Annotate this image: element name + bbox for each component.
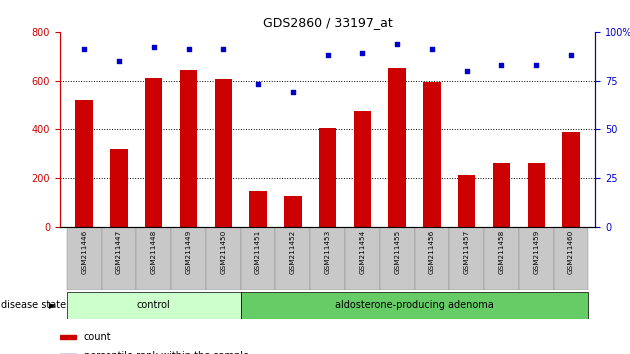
Bar (241, 228, 275, 290)
Text: GSM211452: GSM211452 (290, 230, 296, 274)
Text: GSM211448: GSM211448 (151, 230, 157, 274)
Bar (110, 149, 128, 227)
Text: GSM211455: GSM211455 (394, 230, 400, 274)
Text: GSM211446: GSM211446 (81, 230, 87, 274)
Bar (389, 68, 406, 227)
Text: GSM211457: GSM211457 (464, 230, 470, 274)
Point (496, 62, 507, 68)
Text: count: count (84, 332, 112, 342)
Bar (493, 162, 510, 227)
Bar (206, 228, 241, 290)
Bar (345, 228, 380, 290)
Text: percentile rank within the sample: percentile rank within the sample (84, 351, 249, 354)
Bar (60, 335, 76, 339)
Bar (519, 228, 554, 290)
Bar (319, 128, 336, 227)
Text: GSM211450: GSM211450 (220, 230, 226, 274)
Text: GSM211456: GSM211456 (429, 230, 435, 274)
Text: GSM211449: GSM211449 (185, 230, 192, 274)
Bar (241, 292, 588, 319)
Bar (215, 79, 232, 227)
Text: aldosterone-producing adenoma: aldosterone-producing adenoma (335, 300, 494, 310)
Bar (145, 78, 163, 227)
Text: GSM211454: GSM211454 (359, 230, 365, 274)
Bar (449, 228, 484, 290)
Text: control: control (137, 300, 171, 310)
Bar (180, 70, 197, 227)
Bar (171, 228, 206, 290)
Bar (527, 162, 545, 227)
Bar (249, 190, 266, 227)
Point (114, 58, 124, 64)
Point (323, 52, 333, 58)
Text: ▶: ▶ (49, 301, 55, 310)
Point (566, 52, 576, 58)
Bar (458, 176, 476, 227)
Point (531, 62, 541, 68)
Text: GSM211453: GSM211453 (324, 230, 331, 274)
Text: disease state: disease state (1, 300, 66, 310)
Bar (415, 228, 449, 290)
Bar (76, 100, 93, 227)
Text: GSM211451: GSM211451 (255, 230, 261, 274)
Text: GSM211447: GSM211447 (116, 230, 122, 274)
Point (253, 81, 263, 87)
Bar (484, 228, 519, 290)
Text: GSM211460: GSM211460 (568, 230, 574, 274)
Bar (136, 228, 171, 290)
Point (79, 47, 89, 52)
Bar (563, 132, 580, 227)
Bar (310, 228, 345, 290)
Bar (380, 228, 415, 290)
Point (427, 47, 437, 52)
Bar (554, 228, 588, 290)
Point (288, 89, 298, 95)
Text: GSM211458: GSM211458 (498, 230, 505, 274)
Bar (101, 228, 136, 290)
Point (462, 68, 472, 74)
Text: GDS2860 / 33197_at: GDS2860 / 33197_at (263, 16, 392, 29)
Point (149, 45, 159, 50)
Text: GSM211459: GSM211459 (533, 230, 539, 274)
Point (218, 47, 228, 52)
Bar (423, 82, 440, 227)
Bar (353, 111, 371, 227)
Bar (284, 196, 302, 227)
Bar (275, 228, 310, 290)
Bar (67, 292, 241, 319)
Point (183, 47, 193, 52)
Bar (67, 228, 101, 290)
Point (357, 51, 367, 56)
Point (392, 41, 402, 46)
